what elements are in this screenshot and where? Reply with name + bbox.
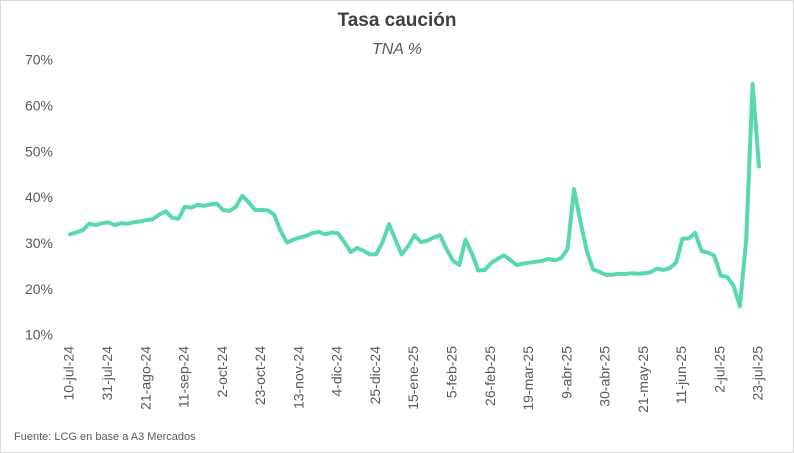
data-line bbox=[68, 81, 761, 309]
x-tick-label: 10-jul-24 bbox=[61, 346, 77, 401]
x-tick-label: 23-jul-25 bbox=[750, 346, 766, 401]
x-tick-label: 26-feb-25 bbox=[482, 346, 498, 406]
x-tick-label: 21-may-25 bbox=[635, 346, 651, 413]
y-tick-label: 30% bbox=[25, 235, 53, 251]
x-tick-label: 9-abr-25 bbox=[558, 346, 574, 399]
x-tick-label: 23-oct-24 bbox=[252, 346, 268, 405]
x-tick-label: 5-feb-25 bbox=[443, 346, 459, 398]
x-tick-label: 11-sep-24 bbox=[176, 346, 192, 408]
y-tick-label: 40% bbox=[25, 189, 53, 205]
y-tick-label: 60% bbox=[25, 98, 53, 114]
x-tick-label: 30-abr-25 bbox=[597, 346, 613, 407]
source-note: Fuente: LCG en base a A3 Mercados bbox=[14, 431, 196, 443]
x-tick-label: 31-jul-24 bbox=[99, 346, 115, 401]
chart-title: Tasa caución bbox=[338, 10, 457, 31]
x-tick-label: 2-jul-25 bbox=[711, 346, 727, 393]
x-tick-label: 4-dic-24 bbox=[329, 346, 345, 397]
x-tick-label: 2-oct-24 bbox=[214, 346, 230, 398]
y-tick-label: 20% bbox=[25, 281, 53, 297]
y-tick-label: 50% bbox=[25, 143, 53, 159]
x-tick-label: 25-dic-24 bbox=[367, 346, 383, 405]
x-tick-label: 11-jun-25 bbox=[673, 346, 689, 404]
y-tick-label: 70% bbox=[25, 52, 53, 68]
x-tick-label: 15-ene-25 bbox=[405, 346, 421, 410]
chart-subtitle: TNA % bbox=[372, 41, 422, 58]
x-tick-label: 21-ago-24 bbox=[137, 346, 153, 410]
x-tick-label: 13-nov-24 bbox=[290, 346, 306, 409]
x-tick-label: 19-mar-25 bbox=[520, 346, 536, 411]
y-tick-label: 10% bbox=[25, 327, 53, 343]
